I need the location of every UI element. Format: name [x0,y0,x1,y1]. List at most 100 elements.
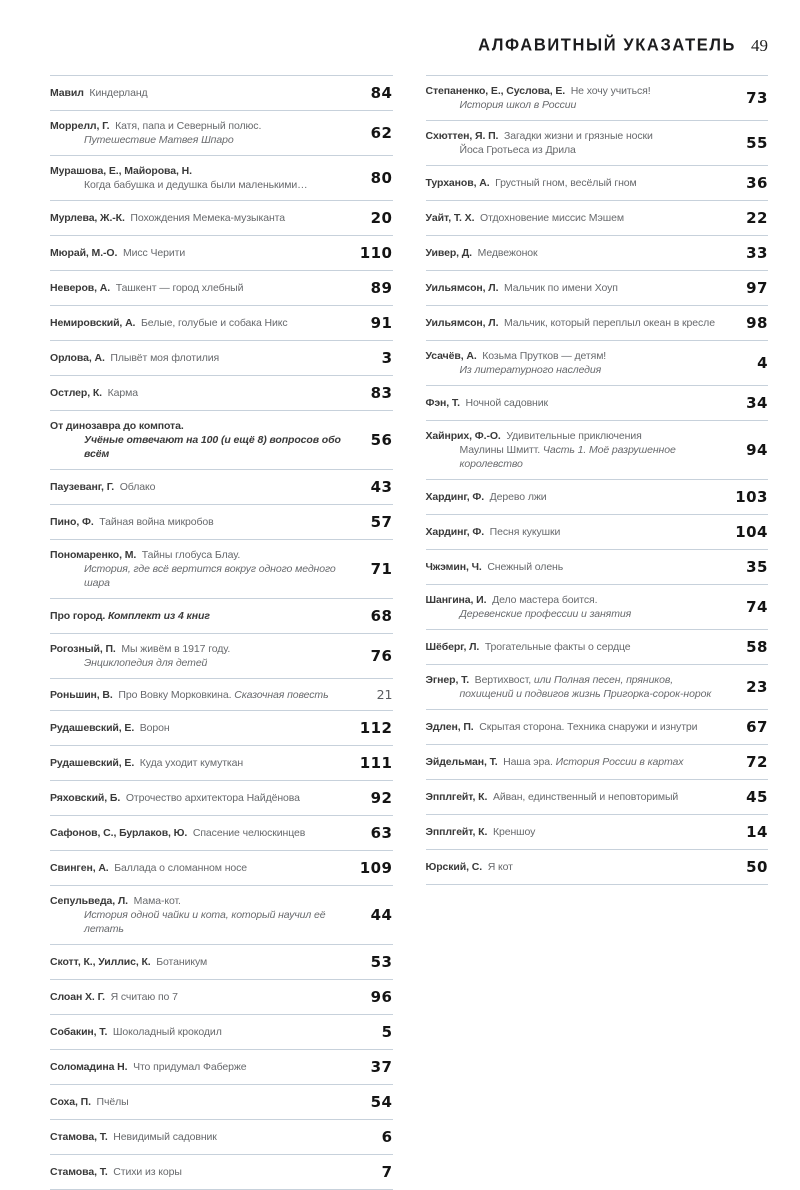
entry-title-part: Не хочу учиться! [565,85,651,97]
entry-text: Хардинг, Ф. Дерево лжи [426,490,728,504]
entry-page-number: 50 [746,858,768,876]
entry-text: Сафонов, С., Бурлаков, Ю. Спасение челюс… [50,826,355,840]
entry-text: Уайт, Т. Х. Отдохновение миссис Мэшем [426,211,731,225]
index-entry: Мурлева, Ж.-К. Похождения Мемека-музыкан… [50,200,393,235]
index-entry: Роньшин, В. Про Вовку Морковкина. Сказоч… [50,678,393,710]
entry-text: От динозавра до компота. Учёные отвечают … [50,419,355,461]
entry-title-part: Тайны глобуса Блау. [136,549,241,561]
entry-text: Скотт, К., Уиллис, К. Ботаникум [50,955,355,969]
entry-page-number: 73 [746,89,768,107]
entry-page-number: 5 [381,1023,393,1041]
index-entry: Эпплгейт, К. Креншоу 14 [425,814,768,849]
entry-subtitle-part: История одной чайки и кота, который науч… [84,909,329,935]
entry-page-number: 22 [746,209,768,227]
entry-text: Мюрай, М.-О. Мисс Черити [50,246,352,260]
entry-title-part: Я кот [482,861,513,873]
entry-page-number: 111 [359,754,393,772]
entry-subtitle-part: Часть 1. Моё разрушенное королевство [459,444,679,470]
index-entry: Рудашевский, Е. Куда уходит кумуткан 111 [50,745,393,780]
index-entry: Уильямсон, Л. Мальчик по имени Хоуп 97 [425,270,768,305]
entry-line1: Уивер, Д. Медвежонок [426,246,731,260]
index-entry: Про город. Комплект из 4 книг 68 [50,598,393,633]
entry-author: Пономаренко, М. [50,549,137,561]
entry-text: Паузеванг, Г. Облако [50,480,355,494]
entry-page-number: 3 [381,349,393,367]
entry-author: Скотт, К., Уиллис, К. [50,956,151,968]
entry-title-part: Мальчик, который переплыл океан в кресле [498,317,715,329]
entry-text: Эпплгейт, К. Айван, единственный и непов… [426,790,731,804]
index-entry: Неверов, А. Ташкент — город хлебный 89 [50,270,393,305]
folio-page-number: 49 [751,36,768,55]
entry-line1: Рудашевский, Е. Куда уходит кумуткан [50,756,352,770]
index-columns: Мавил Киндерланд 84 Моррелл, Г. Катя, папа… [50,75,768,1190]
entry-author: Слоан Х. Г. [50,991,105,1003]
entry-subtitle-part: Путешествие Матвея Шпаро [84,134,234,146]
entry-subtitle-part: Когда бабушка и дедушка были маленькими… [84,179,308,191]
entry-subtitle-part: Энциклопедия для детей [84,657,208,669]
entry-title-part: Вертихвост, [469,674,534,686]
entry-text: Фэн, Т. Ночной садовник [426,396,731,410]
entry-text: Рудашевский, Е. Куда уходит кумуткан [50,756,352,770]
entry-title-part: Белые, голубые и собака Никс [135,317,288,329]
index-entry: Паузеванг, Г. Облако 43 [50,469,393,504]
entry-author: Мурашова, Е., Майорова, Н. [50,165,192,177]
entry-author: Мурлева, Ж.-К. [50,212,125,224]
entry-line1: Сепульведа, Л. Мама-кот. [50,894,355,908]
entry-author: Эпплгейт, К. [425,791,488,803]
entry-line1: Рогозный, П. Мы живём в 1917 году. [50,642,355,656]
entry-title-part: Загадки жизни и грязные носки [498,130,653,142]
entry-text: Неверов, А. Ташкент — город хлебный [50,281,355,295]
entry-title-part: Отрочество архитектора Найдёнова [120,792,300,804]
entry-author: Эгнер, Т. [425,674,470,686]
entry-page-number: 80 [370,169,393,187]
entry-text: Степаненко, Е., Суслова, Е. Не хочу учит… [426,84,731,112]
entry-title-part: Что придумал Фаберже [127,1061,247,1073]
entry-subtitle-bold-part: Учёные отвечают на 100 (и ещё 8) вопросо… [84,434,344,460]
entry-author: Остлер, К. [50,387,102,399]
entry-page-number: 63 [370,824,393,842]
index-entry: Соломадина Н. Что придумал Фаберже 37 [50,1049,393,1084]
entry-text: Чжэмин, Ч. Снежный олень [426,560,731,574]
entry-subtitle: похищений и подвигов жизнь Пригорка-соро… [426,687,731,701]
entry-text: Роньшин, В. Про Вовку Морковкина. Сказоч… [50,688,355,702]
entry-title-part: Облако [114,481,156,493]
entry-title-part: Катя, папа и Северный полюс. [109,120,262,132]
index-entry: Пономаренко, М. Тайны глобуса Блау. Истор… [50,539,393,598]
entry-title-part: Спасение челюскинцев [187,827,306,839]
entry-title-part: Шоколадный крокодил [107,1026,222,1038]
index-entry: Усачёв, А. Козьма Прутков — детям! Из лит… [425,340,768,385]
entry-author: Усачёв, А. [425,350,477,362]
entry-author: От динозавра до компота. [50,420,184,432]
entry-author: Сафонов, С., Бурлаков, Ю. [50,827,188,839]
entry-text: Эпплгейт, К. Креншоу [426,825,731,839]
entry-title-part: Плывёт моя флотилия [104,352,220,364]
entry-author: Схюттен, Я. П. [425,130,499,142]
entry-subtitle-part: Йоса Гротьеса из Дрила [459,144,576,156]
entry-line1: Стамова, Т. Стихи из коры [50,1165,355,1179]
entry-page-number: 62 [370,124,393,142]
index-entry: Мюрай, М.-О. Мисс Черити 110 [50,235,393,270]
entry-author: Орлова, А. [50,352,105,364]
entry-page-number: 98 [746,314,768,332]
entry-line1: Мурашова, Е., Майорова, Н. [50,164,355,178]
entry-text: Немировский, А. Белые, голубые и собака … [50,316,355,330]
entry-author: Хардинг, Ф. [425,526,485,538]
entry-text: Мавил Киндерланд [50,86,355,100]
entry-line1: Слоан Х. Г. Я считаю по 7 [50,990,355,1004]
entry-text: Уивер, Д. Медвежонок [426,246,731,260]
entry-text: Моррелл, Г. Катя, папа и Северный полюс.… [50,119,355,147]
entry-text: Уильямсон, Л. Мальчик по имени Хоуп [426,281,731,295]
entry-line1: Уильямсон, Л. Мальчик, который переплыл … [426,316,731,330]
entry-author: Стамова, Т. [50,1166,108,1178]
entry-text: Усачёв, А. Козьма Прутков — детям! Из лит… [426,349,731,377]
entry-author: Роньшин, В. [50,688,113,701]
index-entry: Остлер, К. Карма 83 [50,375,393,410]
entry-line1: Хардинг, Ф. Дерево лжи [426,490,728,504]
entry-title-part: Снежный олень [481,561,564,573]
entry-subtitle: История одной чайки и кота, который науч… [50,908,355,936]
entry-title-part: Ташкент — город хлебный [110,282,244,294]
entry-author: Хардинг, Ф. [425,491,485,503]
page-header: АЛФАВИТНЫЙ УКАЗАТЕЛЬ 49 [50,36,768,56]
entry-line1: Стамова, Т. Невидимый садовник [50,1130,355,1144]
